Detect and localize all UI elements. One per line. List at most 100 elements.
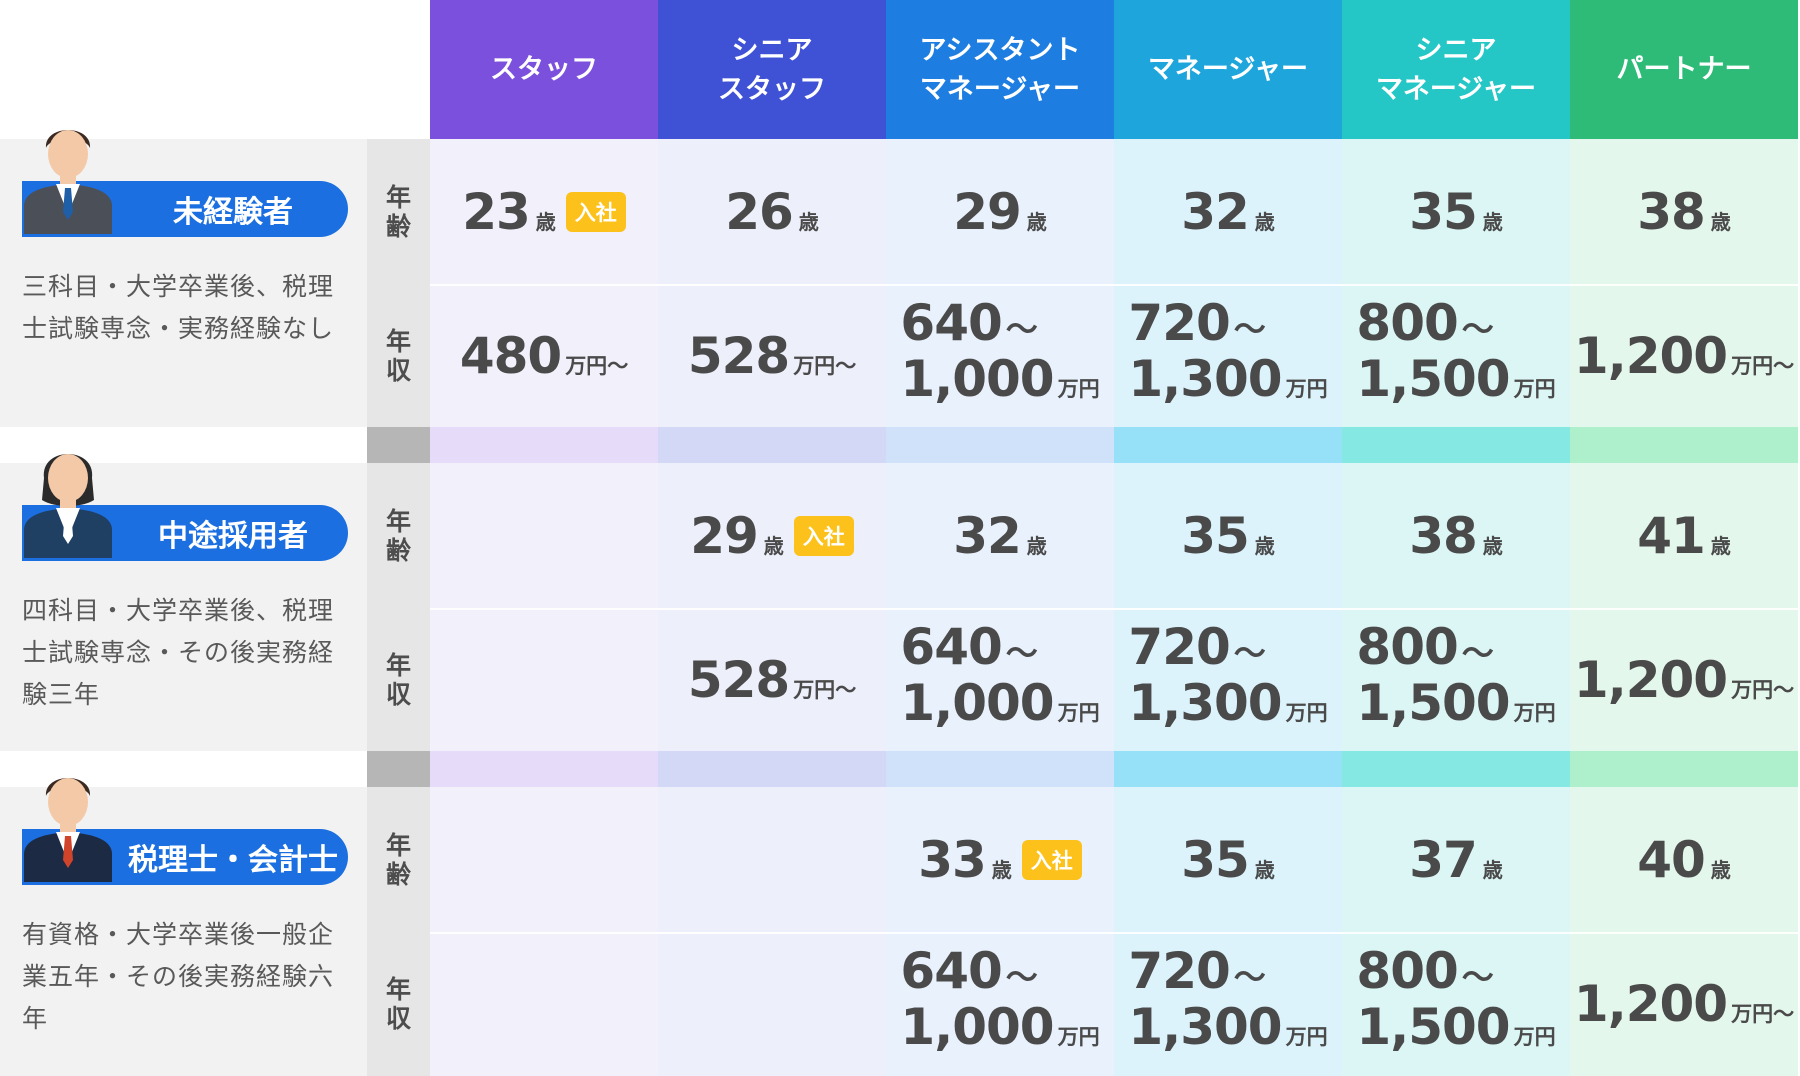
age-unit: 歳 [535, 210, 556, 234]
join-badge: 入社 [565, 192, 626, 232]
salary-cell: 800 〜 1,500 万円 [1342, 933, 1570, 1075]
salary-cell: 528 万円〜 [658, 609, 886, 751]
age-number: 33 [918, 831, 987, 889]
salary-unit: 万円 [1285, 1025, 1328, 1049]
age-number: 23 [462, 183, 531, 241]
column-header-label: シニア マネージャー [1376, 31, 1536, 109]
age-number: 32 [1181, 183, 1250, 241]
salary-min-row: 640 〜 [900, 946, 1037, 1002]
row-label-age: 年齢 [367, 787, 430, 933]
age-number: 37 [1409, 831, 1478, 889]
column-header-3: アシスタント マネージャー [886, 0, 1114, 139]
salary-unit: 万円 [1513, 377, 1556, 401]
age-value: 32 歳 [953, 507, 1047, 565]
salary-range: 800 〜 1,500 万円 [1356, 622, 1555, 738]
salary-tilde: 〜 [1773, 678, 1795, 702]
salary-value: 528 万円〜 [688, 651, 856, 709]
salary-min: 800 [1356, 618, 1458, 676]
age-cell: 33 歳入社 [886, 787, 1114, 933]
salary-unit: 万円 [1057, 701, 1100, 725]
age-value: 33 歳入社 [918, 831, 1082, 889]
salary-tilde: 〜 [1005, 634, 1038, 672]
row-divider [430, 932, 1800, 934]
age-value: 32 歳 [1181, 183, 1275, 241]
column-header-line: スタッフ [718, 73, 826, 105]
age-value: 35 歳 [1181, 507, 1275, 565]
salary-min-row: 800 〜 [1356, 622, 1493, 678]
salary-cell: 720 〜 1,300 万円 [1114, 609, 1342, 751]
salary-number: 1,200 [1573, 327, 1728, 385]
salary-range: 640 〜 1,000 万円 [900, 622, 1099, 738]
salary-number: 480 [459, 327, 562, 385]
salary-unit: 万円 [1285, 701, 1328, 725]
row-label-text: 年齢 [385, 831, 411, 889]
age-cell: 37 歳 [1342, 787, 1570, 933]
salary-tilde: 〜 [1005, 310, 1038, 348]
age-number: 32 [953, 507, 1022, 565]
age-cell: 29 歳入社 [658, 463, 886, 609]
salary-cell: 800 〜 1,500 万円 [1342, 609, 1570, 751]
salary-max: 1,000 [900, 350, 1054, 408]
salary-range: 720 〜 1,300 万円 [1128, 946, 1327, 1062]
salary-cell: 640 〜 1,000 万円 [886, 933, 1114, 1075]
age-value: 35 歳 [1181, 831, 1275, 889]
column-separator-band [1114, 427, 1342, 463]
column-separator-band [430, 427, 658, 463]
row-label-strip [367, 139, 430, 427]
salary-max: 1,500 [1356, 674, 1510, 732]
row-label-text: 年収 [385, 651, 411, 709]
age-value: 29 歳入社 [690, 507, 854, 565]
salary-tilde: 〜 [1773, 354, 1795, 378]
salary-range: 640 〜 1,000 万円 [900, 298, 1099, 414]
column-header-line: マネージャー [919, 73, 1081, 105]
salary-tilde: 〜 [1233, 634, 1266, 672]
salary-unit: 万円 [565, 354, 608, 378]
column-header-label: パートナー [1617, 50, 1752, 89]
age-number: 29 [690, 507, 759, 565]
row-label-strip [367, 787, 430, 1076]
row-label-separator [367, 427, 430, 463]
salary-tilde: 〜 [1461, 310, 1494, 348]
salary-value: 480 万円〜 [460, 327, 628, 385]
age-number: 40 [1637, 831, 1706, 889]
salary-min-row: 720 〜 [1128, 298, 1265, 354]
age-unit: 歳 [991, 858, 1012, 882]
salary-tilde: 〜 [835, 354, 857, 378]
salary-min: 800 [1356, 294, 1458, 352]
age-number: 35 [1409, 183, 1478, 241]
row-label-separator [367, 751, 430, 787]
salary-min-row: 640 〜 [900, 298, 1037, 354]
age-unit: 歳 [1254, 534, 1275, 558]
salary-max: 1,300 [1128, 350, 1282, 408]
age-cell: 29 歳 [886, 139, 1114, 285]
salary-tilde: 〜 [1773, 1002, 1795, 1026]
age-unit: 歳 [1482, 858, 1503, 882]
salary-max-row: 1,300 万円 [1128, 354, 1327, 414]
age-value: 38 歳 [1409, 507, 1503, 565]
salary-unit: 万円 [1731, 1002, 1774, 1026]
salary-tilde: 〜 [1461, 958, 1494, 996]
person-avatar-icon [22, 762, 114, 882]
age-value: 40 歳 [1637, 831, 1731, 889]
salary-tilde: 〜 [1005, 958, 1038, 996]
person-avatar-icon [22, 114, 114, 234]
salary-unit: 万円 [1057, 377, 1100, 401]
column-separator-band [1342, 427, 1570, 463]
salary-min: 800 [1356, 942, 1458, 1000]
column-header-1: スタッフ [430, 0, 658, 139]
salary-number: 1,200 [1573, 975, 1728, 1033]
age-value: 37 歳 [1409, 831, 1503, 889]
age-cell: 32 歳 [886, 463, 1114, 609]
profile-description: 四科目・大学卒業後、税理士試験専念・その後実務経験三年 [22, 596, 335, 709]
age-unit: 歳 [1482, 534, 1503, 558]
salary-tilde: 〜 [1461, 634, 1494, 672]
age-unit: 歳 [1710, 858, 1731, 882]
salary-number: 1,200 [1573, 651, 1728, 709]
row-divider [430, 284, 1800, 286]
salary-max-row: 1,300 万円 [1128, 1002, 1327, 1062]
salary-max-row: 1,000 万円 [900, 1002, 1099, 1062]
age-cell: 35 歳 [1114, 787, 1342, 933]
profile-description: 有資格・大学卒業後一般企業五年・その後実務経験六年 [22, 920, 335, 1033]
row-label-age: 年齢 [367, 139, 430, 285]
salary-min: 640 [900, 294, 1002, 352]
